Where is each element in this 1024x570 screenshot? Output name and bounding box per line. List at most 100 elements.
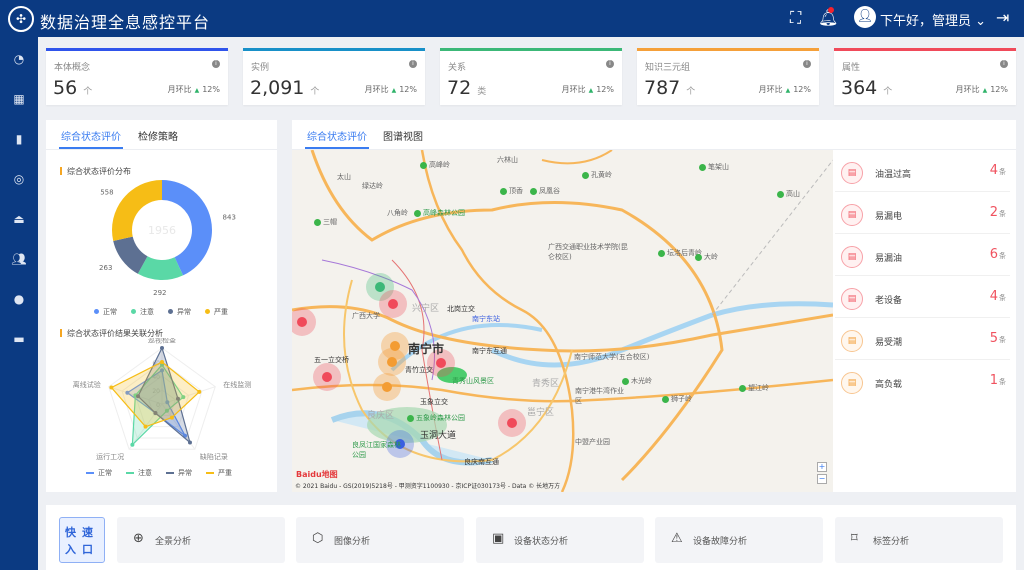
legend-item[interactable]: 注意 bbox=[131, 307, 154, 317]
kpi-label: 知识三元组 bbox=[645, 63, 691, 73]
radar-series-正常[interactable] bbox=[126, 369, 186, 437]
quick-link-panorama[interactable]: ⊕ 全景分析 bbox=[117, 517, 285, 563]
bar-chart-icon[interactable]: ▮ bbox=[15, 132, 23, 146]
quick-link-device-fault[interactable]: ⚠ 设备故障分析 bbox=[655, 517, 823, 563]
legend-item[interactable]: 异常 bbox=[166, 468, 192, 478]
user-menu[interactable]: 下午好，管理员 ⌄ bbox=[880, 10, 986, 29]
tab-comprehensive-evaluation[interactable]: 综合状态评价 bbox=[59, 128, 123, 149]
notification-dot bbox=[828, 7, 834, 13]
quick-link-image[interactable]: ⬡ 图像分析 bbox=[296, 517, 464, 563]
kpi-value: 787 个 bbox=[644, 77, 695, 99]
alert-count: 5条 bbox=[990, 331, 1006, 346]
kpi-label: 关系 bbox=[448, 63, 467, 73]
quick-link-tags[interactable]: ⌑ 标签分析 bbox=[835, 517, 1003, 563]
mom-value: 12% bbox=[399, 85, 417, 94]
radar-point bbox=[181, 395, 186, 400]
radar-axis-label: 离线试验 bbox=[73, 380, 101, 389]
kpi-value: 364 个 bbox=[841, 77, 892, 99]
map-label: 狮子岭 bbox=[662, 394, 692, 404]
alert-item[interactable]: ▤ 易漏油 6条 bbox=[835, 234, 1010, 276]
map-copyright: © 2021 Baidu - GS(2019)5218号 - 甲测资字11009… bbox=[295, 483, 561, 490]
mom-value: 12% bbox=[793, 85, 811, 94]
map-label: 广西交通职业技术学院(昆仑校区) bbox=[548, 243, 628, 261]
alert-item[interactable]: ▤ 老设备 4条 bbox=[835, 276, 1010, 318]
radar-series-异常[interactable] bbox=[137, 346, 192, 445]
info-icon[interactable]: i bbox=[212, 60, 220, 68]
mom-label: 月环比 bbox=[561, 85, 586, 94]
info-icon[interactable]: i bbox=[606, 60, 614, 68]
alert-count: 4条 bbox=[990, 289, 1006, 304]
globe-icon[interactable]: ● bbox=[13, 292, 25, 306]
grid-icon[interactable]: ▦ bbox=[13, 92, 25, 106]
info-icon[interactable]: i bbox=[803, 60, 811, 68]
calendar-icon[interactable]: ▬ bbox=[13, 332, 25, 346]
alert-unit: 条 bbox=[999, 378, 1006, 386]
legend-item[interactable]: 严重 bbox=[206, 468, 232, 478]
cube-icon: ⬡ bbox=[312, 531, 324, 546]
map-label: 三帽 bbox=[314, 217, 337, 227]
info-icon[interactable]: i bbox=[1000, 60, 1008, 68]
kpi-unit: 类 bbox=[477, 87, 487, 97]
alert-item[interactable]: ▤ 易受潮 5条 bbox=[835, 318, 1010, 360]
target-icon[interactable]: ◎ bbox=[13, 172, 25, 186]
alert-item[interactable]: ▤ 易漏电 2条 bbox=[835, 192, 1010, 234]
section-title-correlation: 综合状态评价结果关联分析 bbox=[60, 328, 163, 339]
tab-comprehensive-evaluation-map[interactable]: 综合状态评价 bbox=[305, 128, 369, 149]
fullscreen-icon[interactable]: ⛶ bbox=[790, 8, 802, 27]
kpi-number: 787 bbox=[644, 77, 681, 99]
tab-maintenance-strategy[interactable]: 检修策略 bbox=[138, 132, 178, 143]
kpi-card-relations: 关系 i 72 类 月环比 ▲ 12% bbox=[440, 48, 622, 105]
kpi-card-attributes: 属性 i 364 个 月环比 ▲ 12% bbox=[834, 48, 1016, 105]
radar-axis-label: 在线监测 bbox=[223, 380, 251, 389]
kpi-value: 72 类 bbox=[447, 77, 486, 99]
alert-count: 1条 bbox=[990, 373, 1006, 388]
up-arrow-icon: ▲ bbox=[588, 87, 594, 94]
info-icon[interactable]: i bbox=[409, 60, 417, 68]
map-view[interactable]: 高峰岭 六林山 孔黄岭 笔架山 太山 绿达岭 顶香 凤凰谷 高山 八角岭 高峰森… bbox=[292, 150, 833, 492]
device-icon: ▤ bbox=[841, 162, 863, 184]
mom-label: 月环比 bbox=[364, 85, 389, 94]
kpi-unit: 个 bbox=[883, 87, 893, 97]
kpi-label: 本体概念 bbox=[54, 63, 91, 73]
donut-slice-异常[interactable] bbox=[113, 236, 148, 274]
alert-count: 4条 bbox=[990, 163, 1006, 178]
kpi-number: 56 bbox=[53, 77, 78, 99]
quick-entry-panel: 快速入口 ⊕ 全景分析 ⬡ 图像分析 ▣ 设备状态分析 ⚠ 设备故障分析 ⌑ 标签分析 bbox=[46, 505, 1016, 570]
tab-graph-view[interactable]: 图谱视图 bbox=[383, 132, 423, 143]
chevron-down-icon: ⌄ bbox=[975, 14, 987, 29]
donut-slice-注意[interactable] bbox=[137, 256, 184, 280]
zoom-in-button[interactable]: + bbox=[817, 462, 827, 472]
user-avatar-icon[interactable]: 👤︎ bbox=[854, 6, 876, 28]
donut-slice-严重[interactable] bbox=[112, 180, 162, 241]
legend-item[interactable]: 严重 bbox=[205, 307, 228, 317]
logout-icon[interactable]: ⇥ bbox=[996, 8, 1010, 27]
zoom-out-button[interactable]: − bbox=[817, 474, 827, 484]
kpi-card-instances: 实例 i 2,091 个 月环比 ▲ 12% bbox=[243, 48, 425, 105]
mom-value: 12% bbox=[990, 85, 1008, 94]
quick-link-device-status[interactable]: ▣ 设备状态分析 bbox=[476, 517, 644, 563]
legend-item[interactable]: 注意 bbox=[126, 468, 152, 478]
warning-icon: ⚠ bbox=[671, 531, 683, 546]
legend-item[interactable]: 异常 bbox=[168, 307, 191, 317]
alert-name: 老设备 bbox=[875, 296, 903, 306]
map-label: 五象岭森林公园 bbox=[407, 413, 465, 423]
users-icon[interactable]: 👥︎ bbox=[11, 252, 27, 266]
up-arrow-icon: ▲ bbox=[785, 87, 791, 94]
lock-icon[interactable]: ⏏ bbox=[13, 212, 25, 226]
kpi-unit: 个 bbox=[83, 87, 93, 97]
legend-item[interactable]: 正常 bbox=[94, 307, 117, 317]
map-label: 五一立交桥 bbox=[314, 356, 349, 364]
device-icon: ▤ bbox=[841, 204, 863, 226]
mom-label: 月环比 bbox=[955, 85, 980, 94]
donut-slice-正常[interactable] bbox=[162, 180, 212, 276]
radar-point bbox=[175, 396, 180, 401]
alert-item[interactable]: ▤ 高负载 1条 bbox=[835, 360, 1010, 402]
up-arrow-icon: ▲ bbox=[194, 87, 200, 94]
map-label: 南宁师范大学(五合校区) bbox=[574, 353, 650, 361]
bell-icon[interactable]: 🔔︎ bbox=[818, 8, 839, 27]
radar-series-严重[interactable] bbox=[110, 361, 201, 428]
alert-item[interactable]: ▤ 油温过高 4条 bbox=[835, 150, 1010, 192]
dashboard-icon[interactable]: ◔ bbox=[13, 52, 25, 66]
district-label: 邕宁区 bbox=[527, 408, 555, 418]
legend-item[interactable]: 正常 bbox=[86, 468, 112, 478]
